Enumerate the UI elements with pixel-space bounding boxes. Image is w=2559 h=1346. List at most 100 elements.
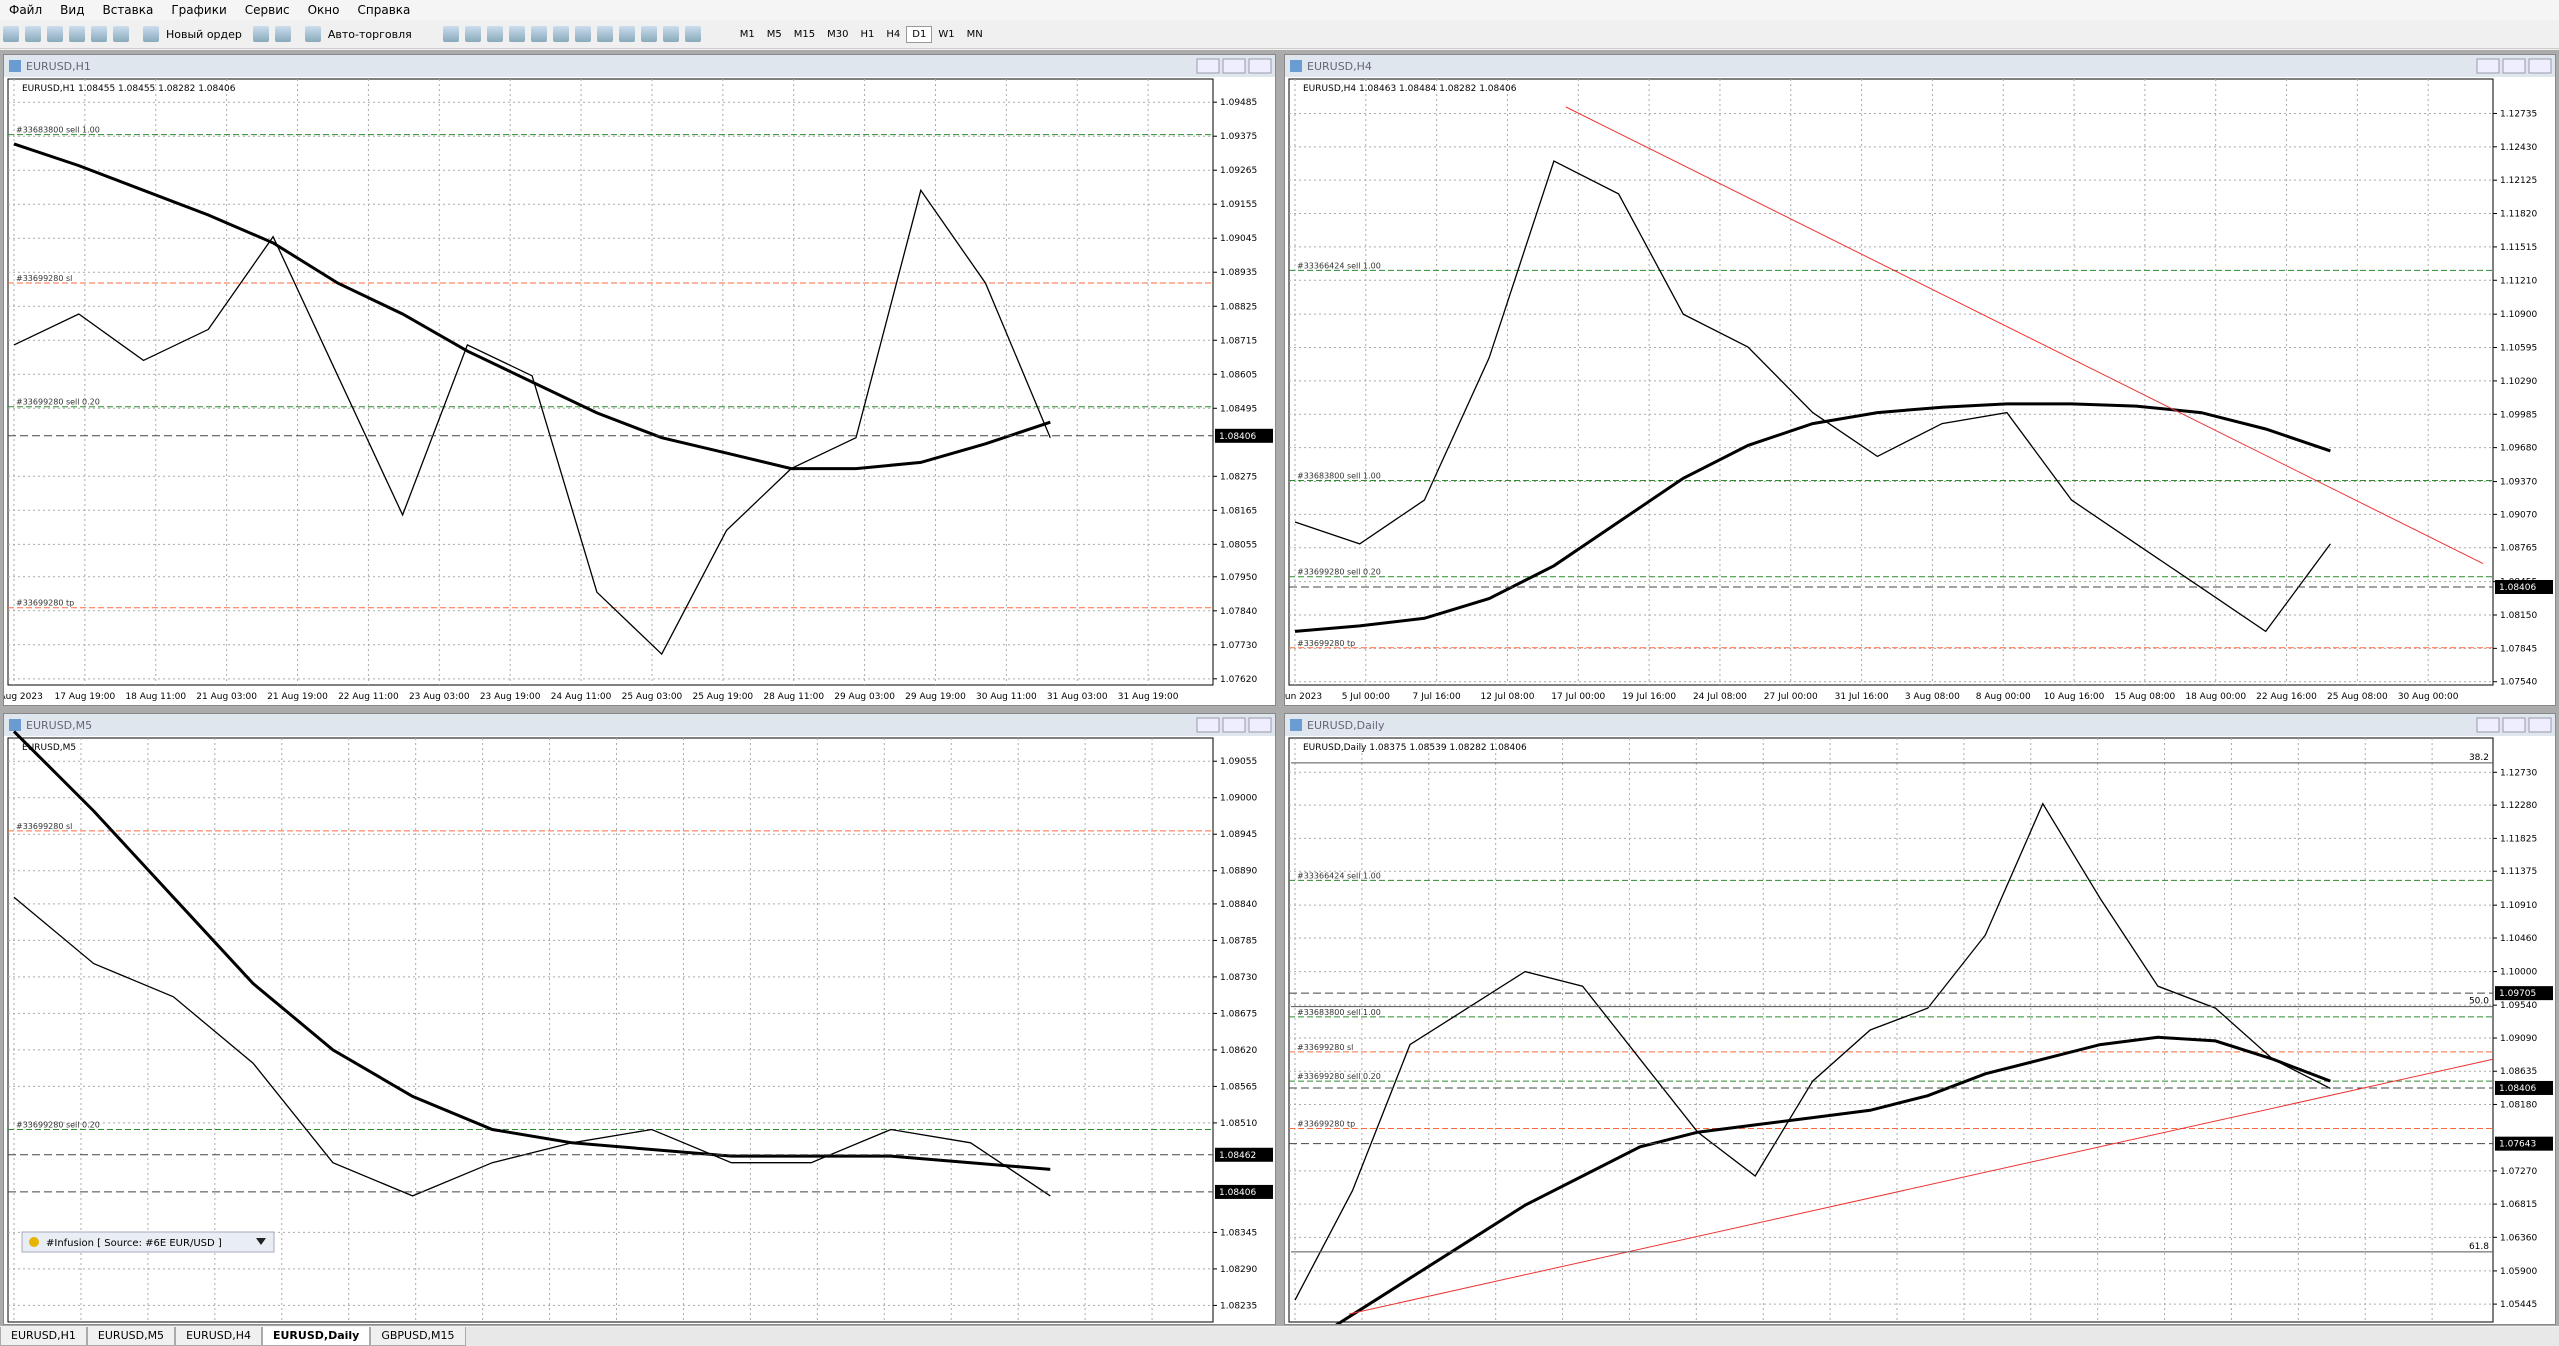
price-label: 1.12735	[2500, 109, 2537, 119]
menu-bar: Файл Вид Вставка Графики Сервис Окно Справка	[0, 0, 2559, 20]
tool-icon[interactable]	[252, 26, 269, 42]
time-label: 7 Jul 16:00	[1413, 692, 1462, 702]
tool-icon[interactable]	[3, 26, 19, 42]
price-label: 1.08150	[2500, 611, 2537, 621]
title-bar	[4, 55, 1275, 77]
menu-item[interactable]: Справка	[357, 3, 411, 17]
timeframe-button[interactable]: H1	[860, 28, 875, 40]
time-label: 30 Jun 2023	[1285, 692, 1322, 702]
title-bar	[4, 714, 1275, 736]
window-button[interactable]	[2476, 717, 2500, 733]
chart-tab[interactable]: GBPUSD,M15	[370, 1327, 466, 1346]
window-button[interactable]	[2528, 717, 2552, 733]
price-label: 1.08935	[1220, 268, 1257, 278]
chart-tab[interactable]: EURUSD,H4	[175, 1327, 262, 1346]
window-button[interactable]	[2476, 58, 2500, 74]
window-button[interactable]	[1222, 717, 1246, 733]
price-label: 1.09370	[2500, 478, 2537, 488]
tool-icon[interactable]	[596, 26, 613, 42]
menu-item[interactable]: Вставка	[102, 3, 154, 17]
chart-info: EURUSD,Daily 1.08375 1.08539 1.08282 1.0…	[1303, 743, 1527, 753]
tool-icon[interactable]	[662, 26, 679, 42]
tool-icon[interactable]	[640, 26, 657, 42]
price-label: 1.08945	[1220, 830, 1257, 840]
chart-canvas: EURUSD,Daily 1.12730 1.12280 1.11825 1.11375…	[1285, 714, 2555, 1324]
timeframe-button[interactable]: H4	[886, 28, 901, 40]
timeframe-button[interactable]: M5	[766, 28, 782, 40]
price-label: 1.08715	[1220, 336, 1257, 346]
menu-item[interactable]: Графики	[171, 3, 227, 17]
tool-icon[interactable]	[486, 26, 503, 42]
price-label: 1.08165	[1220, 506, 1257, 516]
timeframe-button[interactable]: MN	[966, 28, 983, 40]
menu-item[interactable]: Сервис	[244, 3, 290, 17]
price-marker	[1215, 428, 1273, 443]
tool-icon[interactable]	[113, 26, 129, 42]
price-line	[13, 896, 1051, 1197]
tool-icon[interactable]	[442, 26, 459, 42]
time-label: 30 Aug 11:00	[976, 692, 1037, 702]
tool-icon[interactable]	[47, 26, 63, 42]
menu-item[interactable]: Окно	[307, 3, 340, 17]
tool-icon[interactable]	[274, 26, 291, 42]
moving-average	[13, 142, 1051, 471]
order-label: #33699280 tp	[1297, 1120, 1355, 1129]
auto-trading-button[interactable]: Авто-торговля	[294, 26, 420, 42]
window-button[interactable]	[2502, 717, 2526, 733]
price-marker-label: 1.08406	[2499, 583, 2536, 593]
menu-item[interactable]: Файл	[9, 3, 43, 17]
timeframe-button[interactable]: W1	[938, 28, 955, 40]
timeframe-button[interactable]: M15	[793, 28, 816, 40]
time-label: 31 Aug 03:00	[1047, 692, 1108, 702]
chart-tab[interactable]: EURUSD,Daily	[261, 1327, 371, 1346]
chart-window: EURUSD,M5 1.09055 1.09000 1.08945 1.08890 1.0…	[3, 713, 1276, 1325]
indicator-widget[interactable]	[21, 1231, 275, 1253]
menu-item[interactable]: Вид	[60, 3, 85, 17]
time-label: 15 Aug 08:00	[2115, 692, 2176, 702]
timeframe-button[interactable]: M1	[739, 28, 755, 40]
new-order-button[interactable]: Новый ордер	[132, 26, 250, 42]
tool-icon[interactable]	[25, 26, 41, 42]
price-label: 1.08495	[1220, 404, 1257, 414]
window-title: EURUSD,H4	[1307, 60, 1372, 73]
window-button[interactable]	[1196, 717, 1220, 733]
tool-icon[interactable]	[91, 26, 107, 42]
tool-icon[interactable]	[552, 26, 569, 42]
time-label: 25 Aug 08:00	[2327, 692, 2388, 702]
window-button[interactable]	[1248, 58, 1272, 74]
time-label: 25 Aug 19:00	[692, 692, 753, 702]
tool-icon[interactable]	[530, 26, 547, 42]
order-label: #33699280 sl	[16, 274, 72, 283]
timeframe-button[interactable]: D1	[906, 25, 933, 43]
trend-line	[1565, 106, 2484, 565]
tool-icon[interactable]	[684, 26, 701, 42]
time-label: 23 Aug 03:00	[409, 692, 470, 702]
tool-icon[interactable]	[618, 26, 635, 42]
time-label: 31 Aug 19:00	[1118, 692, 1179, 702]
moving-average	[12, 730, 1051, 1171]
price-marker	[2495, 579, 2553, 594]
window-button[interactable]	[1196, 58, 1220, 74]
chart-window: EURUSD,H4 30 Jun 2023 5 Jul 00:00 7 Jul 16:…	[1284, 54, 2556, 706]
window-icon	[9, 719, 21, 731]
tool-icon[interactable]	[574, 26, 591, 42]
price-label: 1.09540	[2500, 1001, 2537, 1011]
time-label: 29 Aug 03:00	[834, 692, 895, 702]
window-button[interactable]	[2528, 58, 2552, 74]
window-title: EURUSD,Daily	[1307, 719, 1385, 732]
tool-icon[interactable]	[464, 26, 481, 42]
price-marker-label: 1.07643	[2499, 1140, 2536, 1150]
tool-icon[interactable]	[69, 26, 85, 42]
chart-window: EURUSD,Daily 1.12730 1.12280 1.11825 1.11375…	[1284, 713, 2556, 1325]
chart-tab[interactable]: EURUSD,H1	[0, 1327, 87, 1346]
window-button[interactable]	[2502, 58, 2526, 74]
order-label: #33683800 sell 1.00	[1297, 1008, 1381, 1017]
timeframe-button[interactable]: M30	[827, 28, 849, 40]
tool-icon[interactable]	[508, 26, 525, 42]
price-label: 1.08730	[1220, 973, 1257, 983]
dropdown-arrow	[256, 1238, 266, 1245]
window-button[interactable]	[1248, 717, 1272, 733]
chart-tab[interactable]: EURUSD,M5	[86, 1327, 176, 1346]
window-button[interactable]	[1222, 58, 1246, 74]
